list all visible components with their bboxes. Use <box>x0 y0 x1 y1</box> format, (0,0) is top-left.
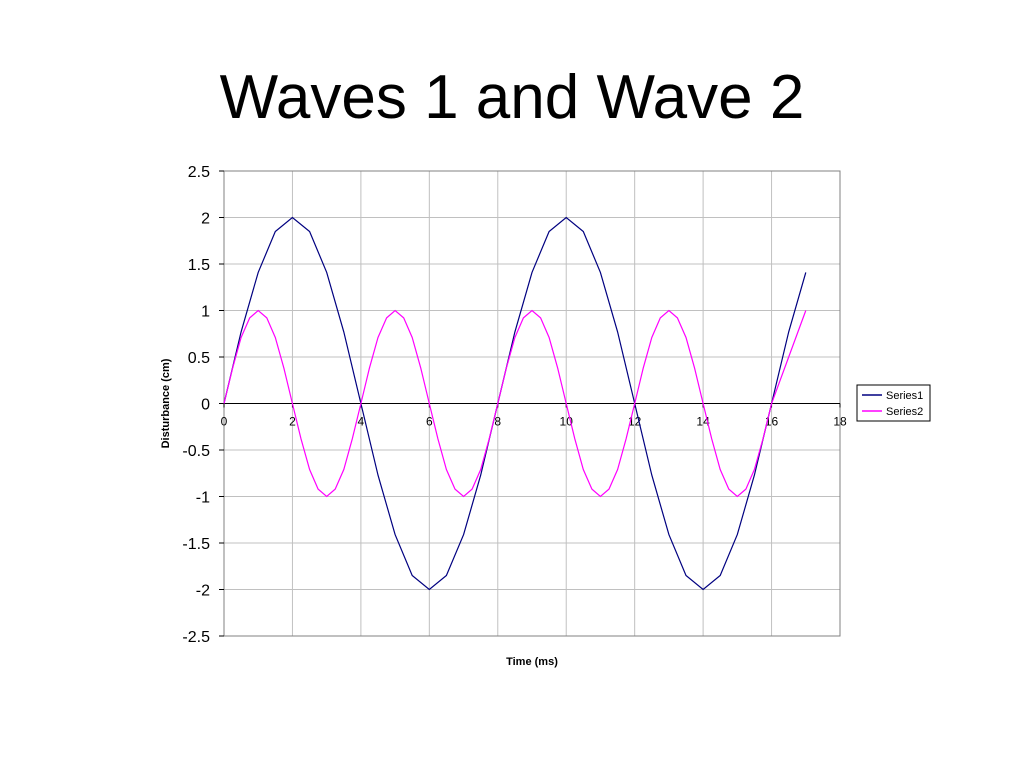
y-tick-label: -1.5 <box>182 536 210 553</box>
y-axis-title: Disturbance (cm) <box>160 358 172 448</box>
series-line-1 <box>223 216 807 591</box>
x-axis-ticks: 0 2 4 6 8 10 12 14 16 18 <box>221 403 847 429</box>
y-tick-label: 2.5 <box>188 164 210 181</box>
x-tick-label: 2 <box>289 415 296 429</box>
series-lines <box>223 216 807 591</box>
y-tick-label: -2.5 <box>182 629 210 646</box>
y-tick-label: 0 <box>201 397 210 414</box>
chart-legend: Series1 Series2 <box>856 384 931 422</box>
y-tick-label: -2 <box>196 583 210 600</box>
y-tick-label: -0.5 <box>182 443 210 460</box>
x-tick-label: 8 <box>494 415 501 429</box>
y-tick-label: 1.5 <box>188 257 210 274</box>
x-tick-label: 0 <box>221 415 228 429</box>
x-axis-title: Time (ms) <box>506 656 558 668</box>
slide-title: Waves 1 and Wave 2 <box>219 63 805 132</box>
legend-label: Series2 <box>886 406 923 418</box>
y-tick-label: -1 <box>196 490 210 507</box>
legend-label: Series1 <box>886 390 923 402</box>
y-tick-label: 0.5 <box>188 350 210 367</box>
x-tick-label: 18 <box>833 415 847 429</box>
x-tick-label: 6 <box>426 415 433 429</box>
y-axis-ticks: 2.5 2 1.5 1 0.5 0 -0.5 -1 -1.5 -2 -2.5 <box>182 164 224 646</box>
y-tick-label: 2 <box>201 211 210 228</box>
x-tick-label: 4 <box>358 415 365 429</box>
legend-box <box>856 384 931 422</box>
y-tick-label: 1 <box>201 304 210 321</box>
series-line-2 <box>223 309 807 498</box>
